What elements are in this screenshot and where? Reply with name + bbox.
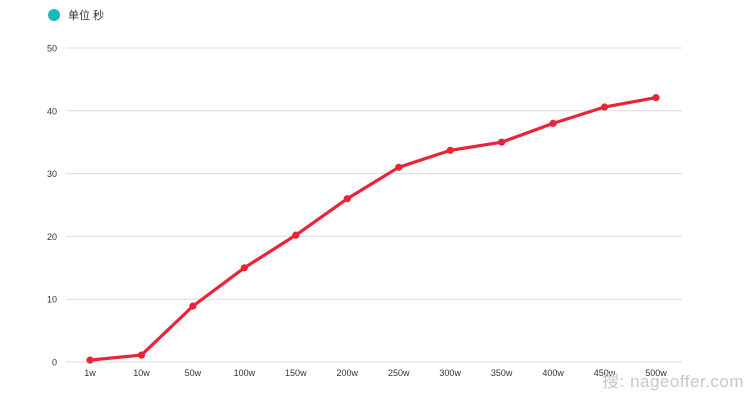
x-tick-label: 100w (234, 368, 256, 378)
x-tick-label: 10w (133, 368, 150, 378)
x-tick-label: 450w (594, 368, 616, 378)
x-tick-label: 50w (185, 368, 202, 378)
data-point (240, 264, 248, 272)
x-tick-label: 500w (645, 368, 667, 378)
x-tick-label: 250w (388, 368, 410, 378)
data-point (86, 356, 94, 364)
data-point (549, 119, 557, 127)
data-point (137, 351, 146, 359)
legend-dot-icon (48, 9, 60, 21)
legend-label: 单位 秒 (68, 10, 105, 22)
x-tick-label: 300w (439, 368, 461, 378)
x-tick-label: 1w (84, 368, 96, 378)
data-point (498, 138, 506, 146)
data-point (446, 146, 454, 154)
y-tick-label: 10 (47, 295, 57, 305)
x-tick-label: 200w (337, 368, 359, 378)
x-tick-label: 350w (491, 368, 513, 378)
data-point (189, 302, 197, 310)
watermark-text: 搜: nageoffer.com (602, 372, 744, 391)
y-tick-label: 20 (47, 232, 57, 242)
y-tick-label: 50 (47, 44, 57, 54)
data-point (600, 103, 609, 111)
x-tick-label: 150w (285, 368, 307, 378)
x-tick-label: 400w (542, 368, 564, 378)
data-point (652, 94, 660, 102)
chart-legend[interactable]: 单位 秒 (48, 7, 104, 23)
data-point (343, 195, 351, 203)
y-tick-label: 40 (47, 106, 57, 116)
data-point (292, 231, 300, 239)
series-line (88, 96, 658, 362)
y-tick-label: 0 (52, 358, 57, 368)
y-tick-label: 30 (47, 169, 57, 179)
data-point (395, 163, 403, 171)
